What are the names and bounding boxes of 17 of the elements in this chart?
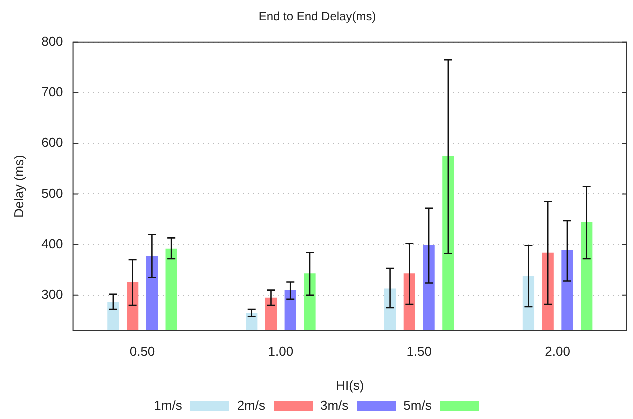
y-tick-label: 800 xyxy=(42,34,64,49)
legend-label: 2m/s xyxy=(237,398,266,413)
x-tick-label: 1.50 xyxy=(406,344,432,360)
y-tick-label: 700 xyxy=(42,84,64,100)
y-tick-label: 600 xyxy=(42,135,64,150)
x-axis-title: HI(s) xyxy=(336,378,364,393)
y-tick-label: 300 xyxy=(42,286,64,302)
y-tick-label: 500 xyxy=(42,186,64,201)
x-tick-label: 2.00 xyxy=(545,344,570,360)
chart-title: End to End Delay(ms) xyxy=(258,10,376,24)
x-tick-label: 0.50 xyxy=(130,344,156,360)
legend-label: 3m/s xyxy=(320,398,349,413)
x-tick-label: 1.00 xyxy=(268,344,294,360)
y-axis-title: Delay (ms) xyxy=(11,155,26,218)
legend-label: 5m/s xyxy=(404,398,432,413)
legend-label: 1m/s xyxy=(154,398,182,413)
y-tick-label: 400 xyxy=(42,236,64,252)
